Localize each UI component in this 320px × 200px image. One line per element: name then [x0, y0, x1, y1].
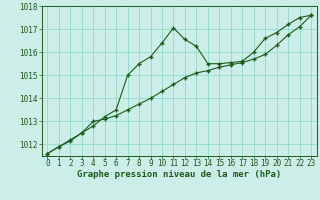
- X-axis label: Graphe pression niveau de la mer (hPa): Graphe pression niveau de la mer (hPa): [77, 170, 281, 179]
